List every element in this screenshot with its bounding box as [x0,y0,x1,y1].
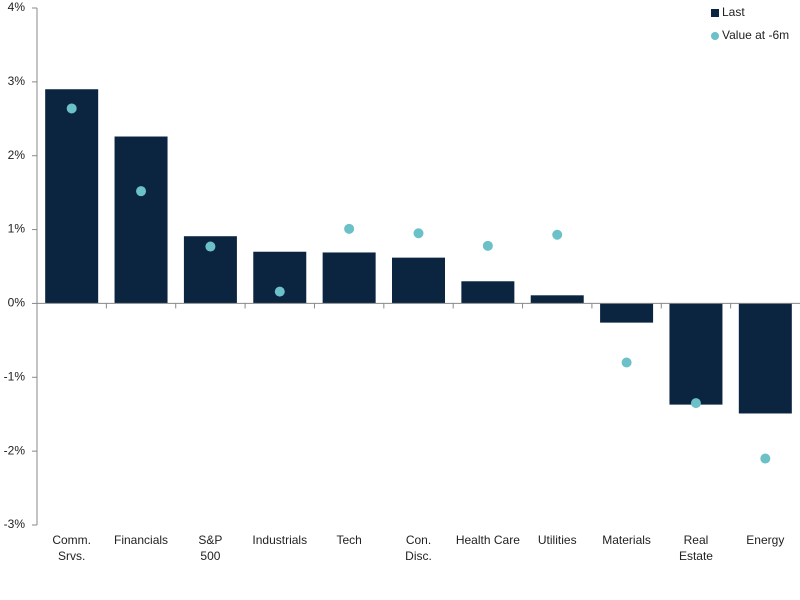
x-tick-label: Real Estate [679,533,713,563]
y-tick-label: 0% [8,296,26,310]
dot [136,186,147,197]
dot [482,240,493,251]
legend-label: Value at -6m [722,28,789,42]
y-tick-label: -3% [4,517,26,531]
y-tick-label: 4% [8,0,26,14]
x-tick-label: Utilities [538,533,577,547]
dot [274,286,285,297]
x-tick-label: Health Care [456,533,520,547]
bar [322,252,376,304]
x-tick-label: Comm. Srvs. [52,533,91,563]
x-tick-label: Financials [114,533,168,547]
dot [344,223,355,234]
dot [552,229,563,240]
x-tick-label: Materials [602,533,651,547]
x-tick-label: Industrials [252,533,307,547]
x-tick-label: S&P 500 [198,533,222,563]
legend-marker [711,32,719,40]
dot [413,228,424,239]
y-tick-label: -1% [4,369,26,383]
dot [205,241,216,252]
dot [760,453,771,464]
dot [621,357,632,368]
dot [66,103,77,114]
bar [114,136,168,304]
dot [690,398,701,409]
legend-label: Last [722,5,745,19]
legend-marker [711,9,719,17]
y-tick-label: 2% [8,148,26,162]
y-tick-label: 3% [8,74,26,88]
bar [392,257,445,304]
y-tick-label: 1% [8,222,26,236]
x-tick-label: Con. Disc. [405,533,432,563]
bar [600,303,654,323]
bar [669,303,723,405]
bar [530,295,584,304]
bar [461,281,515,304]
bar [738,303,792,414]
bar [45,89,99,304]
x-tick-label: Tech [336,533,361,547]
y-tick-label: -2% [4,443,26,457]
x-tick-label: Energy [746,533,784,547]
